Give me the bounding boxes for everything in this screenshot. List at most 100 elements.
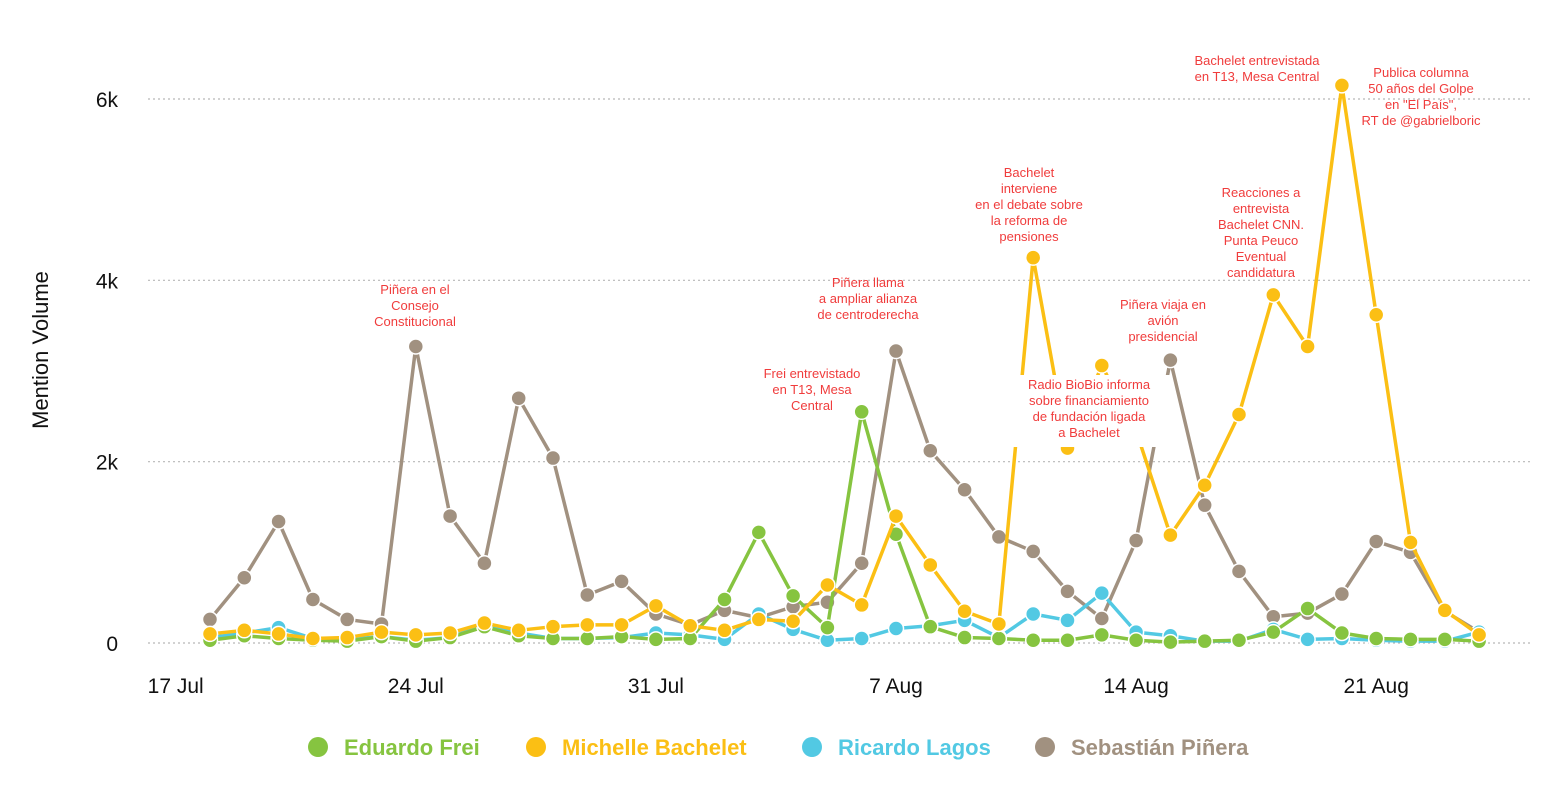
- data-point[interactable]: [1024, 632, 1042, 649]
- annotation-line: de centroderecha: [817, 307, 919, 322]
- data-point[interactable]: [304, 591, 322, 608]
- data-point[interactable]: [1127, 632, 1145, 649]
- data-point[interactable]: [236, 569, 253, 586]
- data-point[interactable]: [510, 389, 527, 407]
- data-point[interactable]: [441, 624, 459, 642]
- data-point[interactable]: [1436, 602, 1454, 619]
- data-point[interactable]: [304, 630, 322, 647]
- data-point[interactable]: [441, 507, 459, 525]
- data-point[interactable]: [338, 629, 356, 646]
- data-point[interactable]: [1230, 406, 1248, 423]
- data-point[interactable]: [544, 618, 562, 635]
- data-point[interactable]: [956, 603, 973, 620]
- data-point[interactable]: [613, 616, 630, 634]
- data-point[interactable]: [1367, 533, 1385, 550]
- data-point[interactable]: [1162, 633, 1179, 651]
- data-point[interactable]: [407, 626, 425, 644]
- data-point[interactable]: [236, 622, 253, 639]
- data-point[interactable]: [819, 576, 836, 594]
- legend-item-ricardo-lagos[interactable]: Ricardo Lagos: [802, 735, 991, 760]
- annotation-line: 50 años del Golpe: [1368, 81, 1474, 96]
- data-point[interactable]: [1059, 632, 1076, 649]
- annotation-line: Bachelet CNN.: [1218, 217, 1304, 232]
- data-point[interactable]: [407, 338, 425, 355]
- data-point[interactable]: [1093, 357, 1111, 374]
- data-point[interactable]: [1265, 286, 1282, 304]
- data-point[interactable]: [338, 611, 356, 628]
- data-point[interactable]: [922, 556, 939, 574]
- legend-item-sebasti-n-pi-era[interactable]: Sebastián Piñera: [1035, 735, 1249, 760]
- data-point[interactable]: [1470, 626, 1488, 644]
- data-point[interactable]: [201, 625, 219, 643]
- data-point[interactable]: [1093, 626, 1111, 644]
- data-point[interactable]: [270, 625, 287, 643]
- data-point[interactable]: [990, 630, 1008, 647]
- data-point[interactable]: [1024, 605, 1042, 623]
- data-point[interactable]: [1024, 249, 1042, 266]
- legend-item-michelle-bachelet[interactable]: Michelle Bachelet: [526, 735, 747, 760]
- data-point[interactable]: [1402, 631, 1419, 648]
- data-point[interactable]: [1230, 632, 1248, 649]
- data-point[interactable]: [853, 554, 870, 572]
- data-point[interactable]: [270, 513, 287, 530]
- data-point[interactable]: [990, 615, 1008, 633]
- data-point[interactable]: [1059, 612, 1076, 629]
- data-point[interactable]: [1333, 624, 1351, 642]
- data-point[interactable]: [853, 630, 870, 647]
- data-point[interactable]: [716, 622, 733, 639]
- data-point[interactable]: [476, 614, 493, 632]
- data-point[interactable]: [647, 631, 665, 648]
- data-point[interactable]: [1333, 585, 1351, 603]
- data-point[interactable]: [544, 449, 562, 467]
- data-point[interactable]: [476, 554, 493, 572]
- data-point[interactable]: [887, 507, 905, 525]
- data-point[interactable]: [887, 342, 905, 360]
- data-point[interactable]: [373, 623, 390, 641]
- data-point[interactable]: [579, 586, 596, 604]
- data-point[interactable]: [1299, 600, 1316, 617]
- data-point[interactable]: [1265, 623, 1282, 641]
- data-point[interactable]: [1024, 543, 1042, 560]
- data-point[interactable]: [922, 442, 939, 460]
- data-point[interactable]: [201, 611, 219, 628]
- data-point[interactable]: [1299, 631, 1316, 648]
- annotation-line: Eventual: [1236, 249, 1287, 264]
- data-point[interactable]: [1196, 632, 1213, 650]
- data-point[interactable]: [579, 630, 596, 647]
- data-point[interactable]: [1196, 496, 1213, 514]
- data-point[interactable]: [1093, 584, 1111, 602]
- data-point[interactable]: [750, 524, 768, 541]
- data-point[interactable]: [1402, 534, 1419, 551]
- data-point[interactable]: [1230, 563, 1248, 580]
- data-point[interactable]: [1196, 476, 1213, 494]
- data-point[interactable]: [1127, 532, 1145, 549]
- data-point[interactable]: [784, 587, 802, 605]
- data-point[interactable]: [647, 597, 665, 615]
- legend[interactable]: Eduardo Frei Michelle Bachelet Ricardo Lag…: [308, 735, 1249, 760]
- data-point[interactable]: [887, 620, 905, 637]
- data-point[interactable]: [819, 619, 836, 636]
- data-point[interactable]: [681, 617, 699, 635]
- data-point[interactable]: [1436, 631, 1454, 648]
- data-point[interactable]: [853, 403, 870, 421]
- data-point[interactable]: [579, 616, 596, 634]
- data-point[interactable]: [956, 629, 973, 646]
- legend-item-eduardo-frei[interactable]: Eduardo Frei: [308, 735, 480, 760]
- data-point[interactable]: [853, 596, 870, 614]
- data-point[interactable]: [1333, 77, 1351, 94]
- data-point[interactable]: [784, 612, 802, 630]
- data-point[interactable]: [613, 573, 630, 590]
- data-point[interactable]: [750, 611, 768, 628]
- data-point[interactable]: [510, 622, 527, 639]
- data-point[interactable]: [1093, 610, 1111, 627]
- data-point[interactable]: [1299, 338, 1316, 355]
- data-point[interactable]: [1367, 630, 1385, 647]
- data-point[interactable]: [1162, 351, 1179, 369]
- data-point[interactable]: [1059, 583, 1076, 600]
- data-point[interactable]: [990, 528, 1008, 546]
- data-point[interactable]: [716, 591, 733, 608]
- data-point[interactable]: [1162, 526, 1179, 544]
- data-point[interactable]: [922, 618, 939, 635]
- data-point[interactable]: [956, 481, 973, 499]
- data-point[interactable]: [1367, 306, 1385, 324]
